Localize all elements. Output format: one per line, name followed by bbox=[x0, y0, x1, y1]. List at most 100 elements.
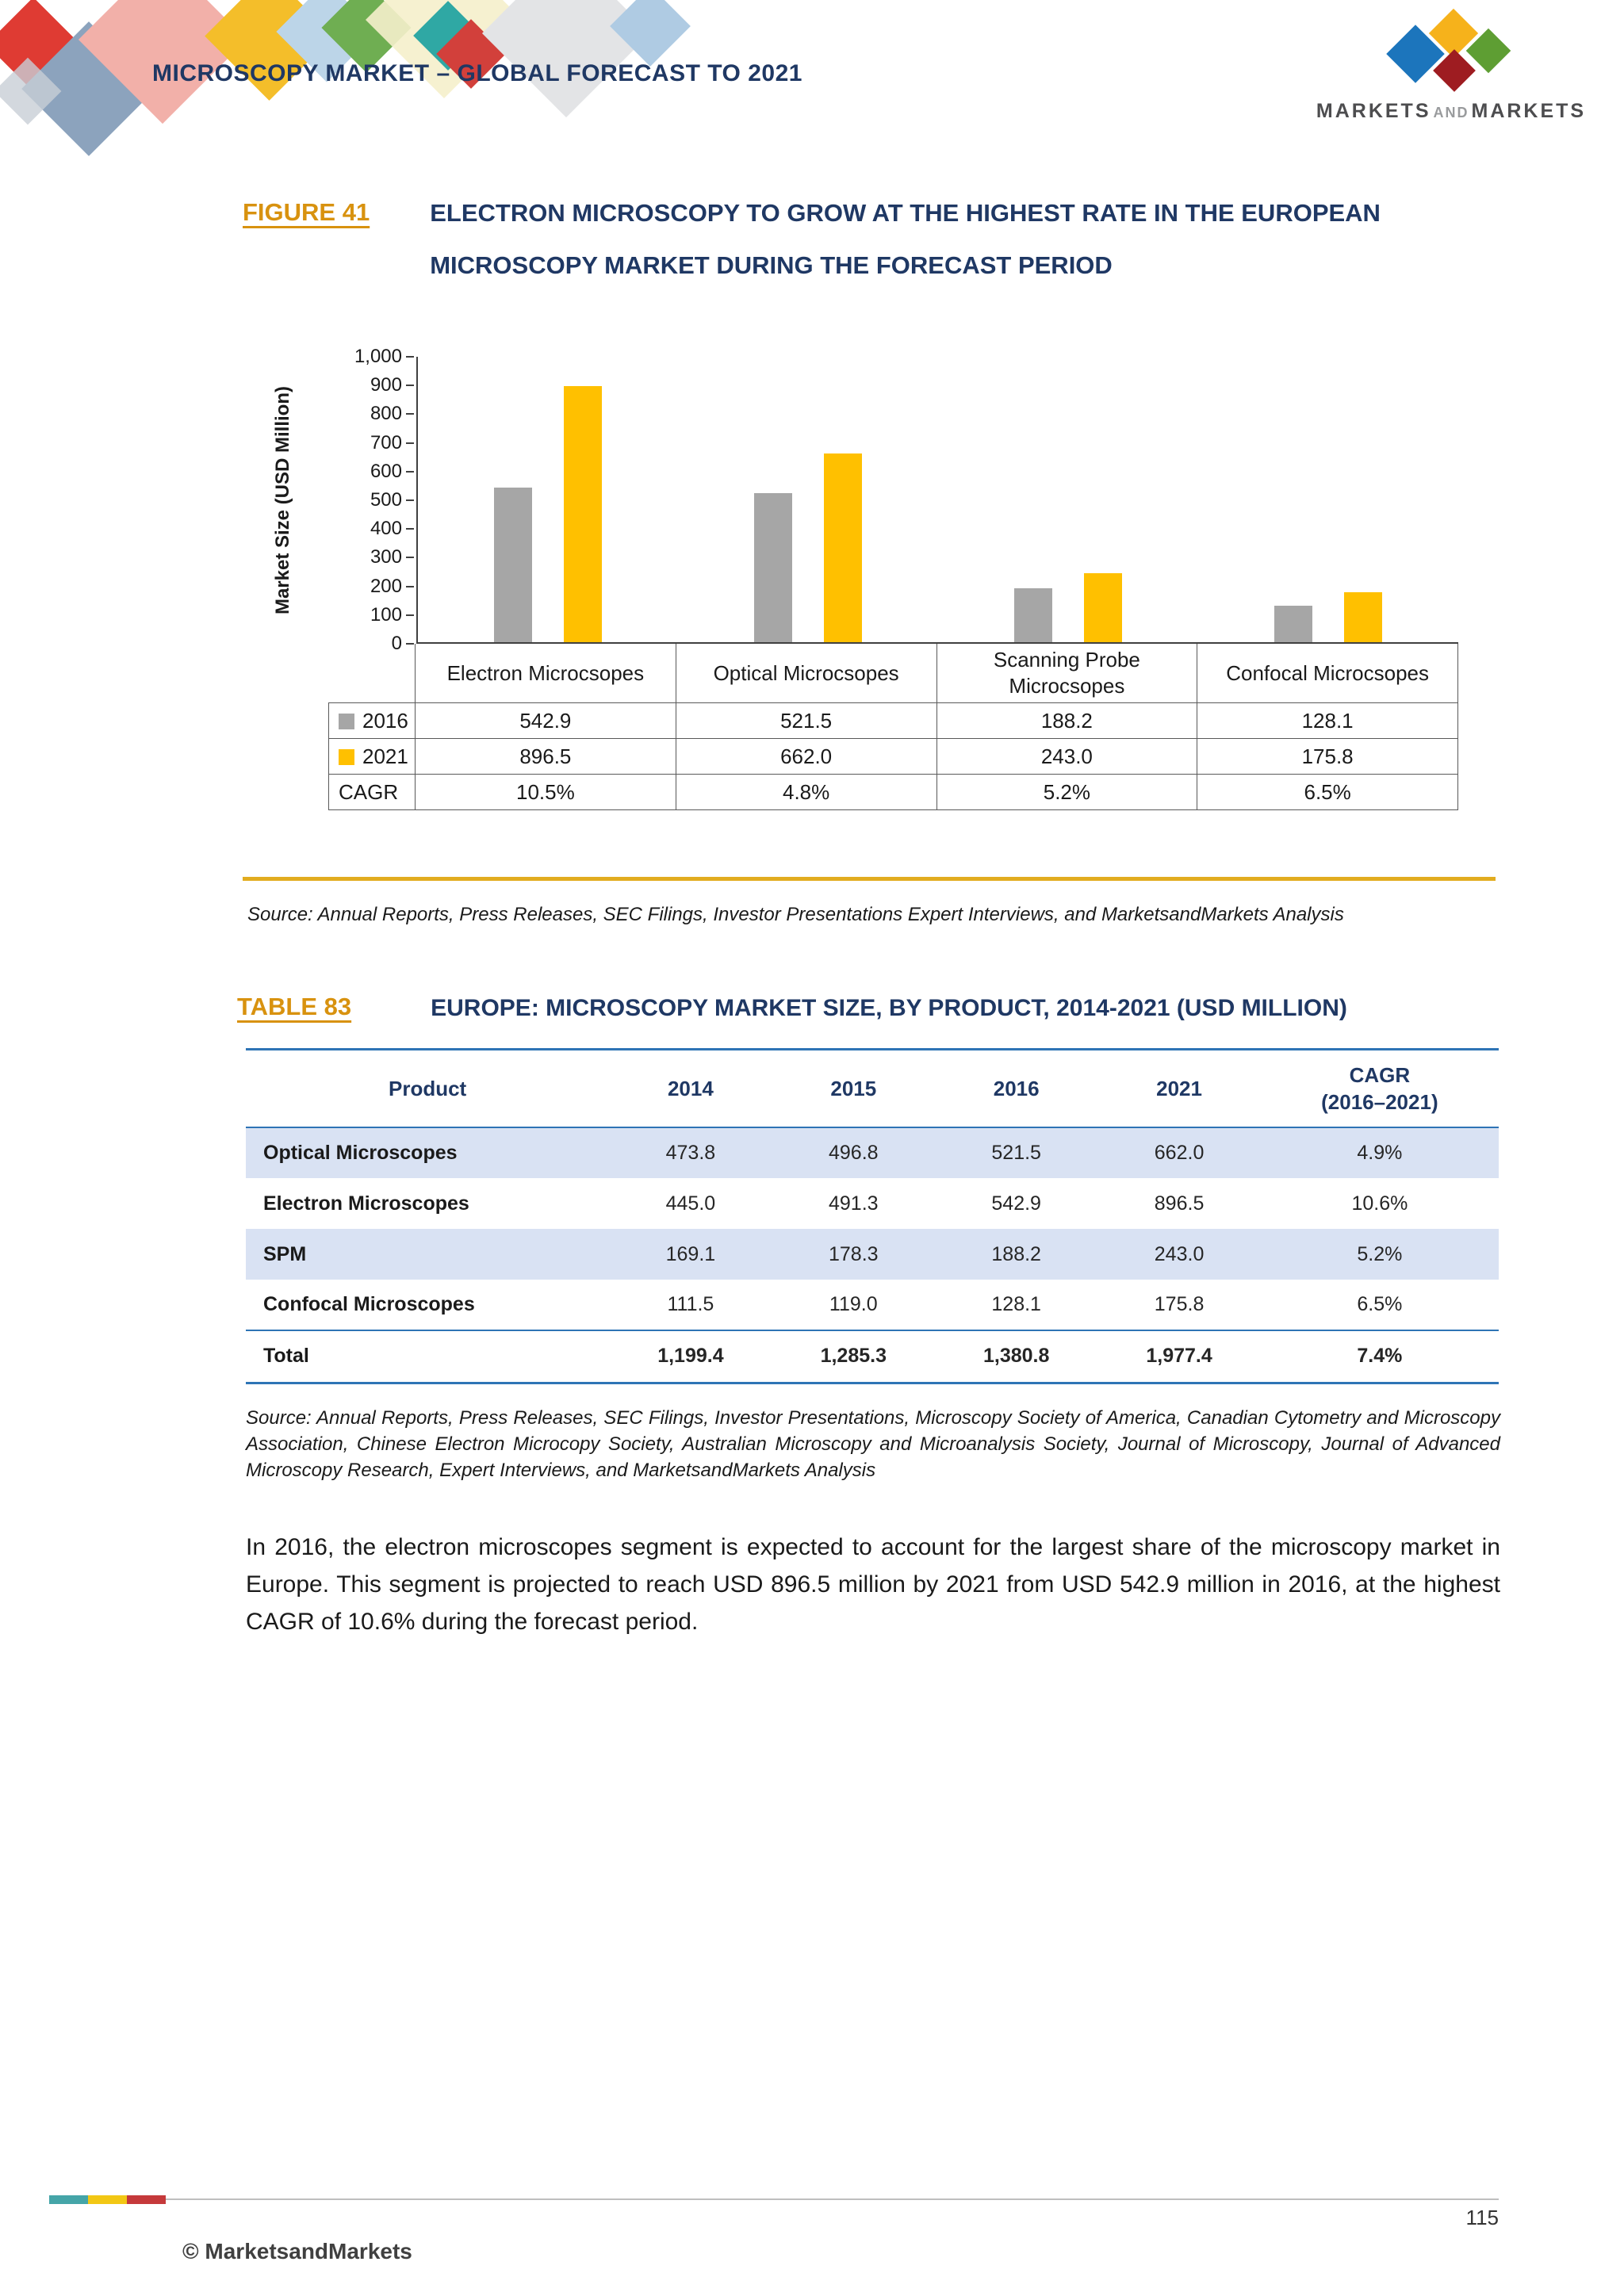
market-product-cell: Optical Microscopes bbox=[263, 1142, 458, 1164]
market-value-cell: 10.6% bbox=[1351, 1192, 1408, 1215]
bar-2021-optical-microcsopes bbox=[824, 453, 862, 642]
market-value-cell: 1,977.4 bbox=[1146, 1345, 1212, 1368]
figure-41-heading: FIGURE 41 ELECTRON MICROSCOPY TO GROW AT… bbox=[243, 198, 1381, 303]
bar-2016-scanning-probe-microcsopes bbox=[1014, 588, 1052, 642]
y-tick-900: 900 bbox=[370, 374, 415, 396]
chart-plot bbox=[416, 357, 1458, 644]
table-title: EUROPE: MICROSCOPY MARKET SIZE, BY PRODU… bbox=[431, 995, 1347, 1021]
market-product-cell: Confocal Microscopes bbox=[263, 1293, 475, 1315]
bar-group-confocal-microcsopes bbox=[1198, 357, 1458, 642]
logo-markets-2: MARKETS bbox=[1471, 100, 1587, 122]
report-header-title: MICROSCOPY MARKET – GLOBAL FORECAST TO 2… bbox=[152, 60, 802, 86]
page-number: 115 bbox=[1465, 2206, 1499, 2229]
chart-cagr-confocal-microcsopes: 6.5% bbox=[1197, 774, 1458, 810]
y-axis-ticks: 0 100 200 300 400 500 600 700 800 900 1,000 bbox=[328, 346, 416, 654]
marketsandmarkets-logo: MARKETS AND MARKETS bbox=[1307, 8, 1595, 123]
market-row-spm: SPM 169.1 178.3 188.2 243.0 5.2% bbox=[246, 1229, 1499, 1280]
market-row-optical-microscopes: Optical Microscopes 473.8 496.8 521.5 662.0 4… bbox=[246, 1127, 1499, 1178]
table-label: TABLE 83 bbox=[237, 993, 352, 1020]
bar-2016-electron-microcsopes bbox=[494, 487, 532, 642]
footer-segment-yellow bbox=[88, 2195, 127, 2204]
market-row-total: Total 1,199.4 1,285.3 1,380.8 1,977.4 7.4% bbox=[246, 1330, 1499, 1383]
chart-plot-row: 0 100 200 300 400 500 600 700 800 900 1,000 bbox=[328, 346, 1458, 654]
market-value-cell: 243.0 bbox=[1154, 1242, 1205, 1265]
market-product-cell: Total bbox=[263, 1345, 309, 1368]
market-col-header-2016: 2016 bbox=[993, 1077, 1040, 1100]
market-value-cell: 662.0 bbox=[1154, 1142, 1205, 1164]
category-label-electron-microcsopes: Electron Microcsopes bbox=[415, 644, 676, 703]
market-value-cell: 491.3 bbox=[829, 1192, 879, 1215]
chart-value-2016-electron-microcsopes: 542.9 bbox=[415, 702, 676, 739]
footer-rule bbox=[49, 2195, 1499, 2204]
y-tick-300: 300 bbox=[370, 546, 415, 568]
figure-title-line-1: ELECTRON MICROSCOPY TO GROW AT THE HIGHE… bbox=[430, 199, 1381, 227]
market-value-cell: 1,285.3 bbox=[820, 1345, 887, 1368]
market-value-cell: 169.1 bbox=[665, 1242, 716, 1265]
market-value-cell: 4.9% bbox=[1357, 1142, 1403, 1164]
legend-cell-2016: 2016 bbox=[328, 702, 416, 739]
chart-value-2021-scanning-probe-microcsopes: 243.0 bbox=[936, 738, 1198, 775]
copyright-notice: © MarketsandMarkets bbox=[182, 2239, 412, 2263]
footer-segment-teal bbox=[49, 2195, 88, 2204]
market-value-cell: 7.4% bbox=[1357, 1345, 1403, 1368]
chart-cagr-optical-microcsopes: 4.8% bbox=[675, 774, 937, 810]
footer-line bbox=[166, 2198, 1499, 2200]
figure-title: ELECTRON MICROSCOPY TO GROW AT THE HIGHE… bbox=[430, 198, 1381, 303]
market-product-cell: Electron Microscopes bbox=[263, 1192, 469, 1215]
chart-table: Electron Microcsopes Optical Microcsopes S… bbox=[328, 644, 1458, 810]
header-decoration-diamonds bbox=[0, 0, 753, 182]
chart-value-2016-confocal-microcsopes: 128.1 bbox=[1197, 702, 1458, 739]
figure-label: FIGURE 41 bbox=[243, 198, 370, 226]
chart-cagr-scanning-probe-microcsopes: 5.2% bbox=[936, 774, 1198, 810]
logo-and: AND bbox=[1433, 105, 1469, 121]
market-value-cell: 473.8 bbox=[665, 1142, 716, 1164]
market-value-cell: 111.5 bbox=[667, 1293, 714, 1315]
gold-divider bbox=[243, 877, 1496, 881]
chart-value-2021-optical-microcsopes: 662.0 bbox=[675, 738, 937, 775]
category-label-optical-microcsopes: Optical Microcsopes bbox=[675, 644, 937, 703]
y-tick-700: 700 bbox=[370, 431, 415, 453]
figure-41-bar-chart: Market Size (USD Million) 0 100 200 300 400 5… bbox=[272, 346, 1458, 810]
bar-2021-scanning-probe-microcsopes bbox=[1084, 572, 1122, 642]
y-axis-title-text: Market Size (USD Million) bbox=[272, 385, 293, 615]
market-table: Product 2014 2015 2016 2021 CAGR (2016–2021) O… bbox=[246, 1048, 1499, 1384]
market-value-cell: 896.5 bbox=[1154, 1192, 1205, 1215]
market-col-header-2021: 2021 bbox=[1156, 1077, 1202, 1100]
figure-title-line-2: MICROSCOPY MARKET DURING THE FORECAST PE… bbox=[430, 251, 1113, 279]
chart-series-row-2016: 2016 542.9 521.5 188.2 128.1 bbox=[328, 702, 1458, 739]
y-axis-title: Market Size (USD Million) bbox=[270, 357, 297, 644]
bar-2016-confocal-microcsopes bbox=[1274, 605, 1312, 642]
market-value-cell: 128.1 bbox=[991, 1293, 1041, 1315]
bar-group-electron-microcsopes bbox=[418, 357, 678, 642]
bar-2016-optical-microcsopes bbox=[754, 493, 792, 642]
market-value-cell: 178.3 bbox=[829, 1242, 879, 1265]
chart-cagr-row: CAGR 10.5% 4.8% 5.2% 6.5% bbox=[328, 774, 1458, 810]
chart-category-row: Electron Microcsopes Optical Microcsopes S… bbox=[329, 644, 1458, 703]
y-tick-100: 100 bbox=[370, 603, 415, 626]
market-row-electron-microscopes: Electron Microscopes 445.0 491.3 542.9 896.5… bbox=[246, 1178, 1499, 1229]
market-value-cell: 496.8 bbox=[829, 1142, 879, 1164]
chart-value-2021-electron-microcsopes: 896.5 bbox=[415, 738, 676, 775]
footer-segment-red bbox=[127, 2195, 166, 2204]
market-value-cell: 5.2% bbox=[1357, 1242, 1403, 1265]
y-tick-0: 0 bbox=[391, 633, 415, 654]
bar-group-optical-microcsopes bbox=[678, 357, 938, 642]
market-col-header-2015: 2015 bbox=[830, 1077, 877, 1100]
logo-markets-1: MARKETS bbox=[1316, 100, 1431, 122]
legend-cell-cagr: CAGR bbox=[328, 774, 416, 810]
chart-value-2016-scanning-probe-microcsopes: 188.2 bbox=[936, 702, 1198, 739]
chart-value-2016-optical-microcsopes: 521.5 bbox=[675, 702, 937, 739]
chart-series-row-2021: 2021 896.5 662.0 243.0 175.8 bbox=[328, 738, 1458, 775]
table-83-heading: TABLE 83 EUROPE: MICROSCOPY MARKET SIZE,… bbox=[237, 993, 1347, 1024]
market-value-cell: 521.5 bbox=[991, 1142, 1041, 1164]
y-tick-800: 800 bbox=[370, 403, 415, 425]
chart-table-body: Electron Microcsopes Optical Microcsopes S… bbox=[328, 644, 1458, 810]
table-source: Source: Annual Reports, Press Releases, … bbox=[246, 1407, 1500, 1481]
bar-2021-electron-microcsopes bbox=[564, 386, 602, 642]
legend-swatch-2021-icon bbox=[339, 748, 354, 765]
y-tick-400: 400 bbox=[370, 518, 415, 540]
logo-diamonds-icon bbox=[1384, 8, 1519, 94]
analysis-paragraph: In 2016, the electron microscopes segmen… bbox=[246, 1534, 1500, 1635]
market-product-cell: SPM bbox=[263, 1242, 307, 1265]
